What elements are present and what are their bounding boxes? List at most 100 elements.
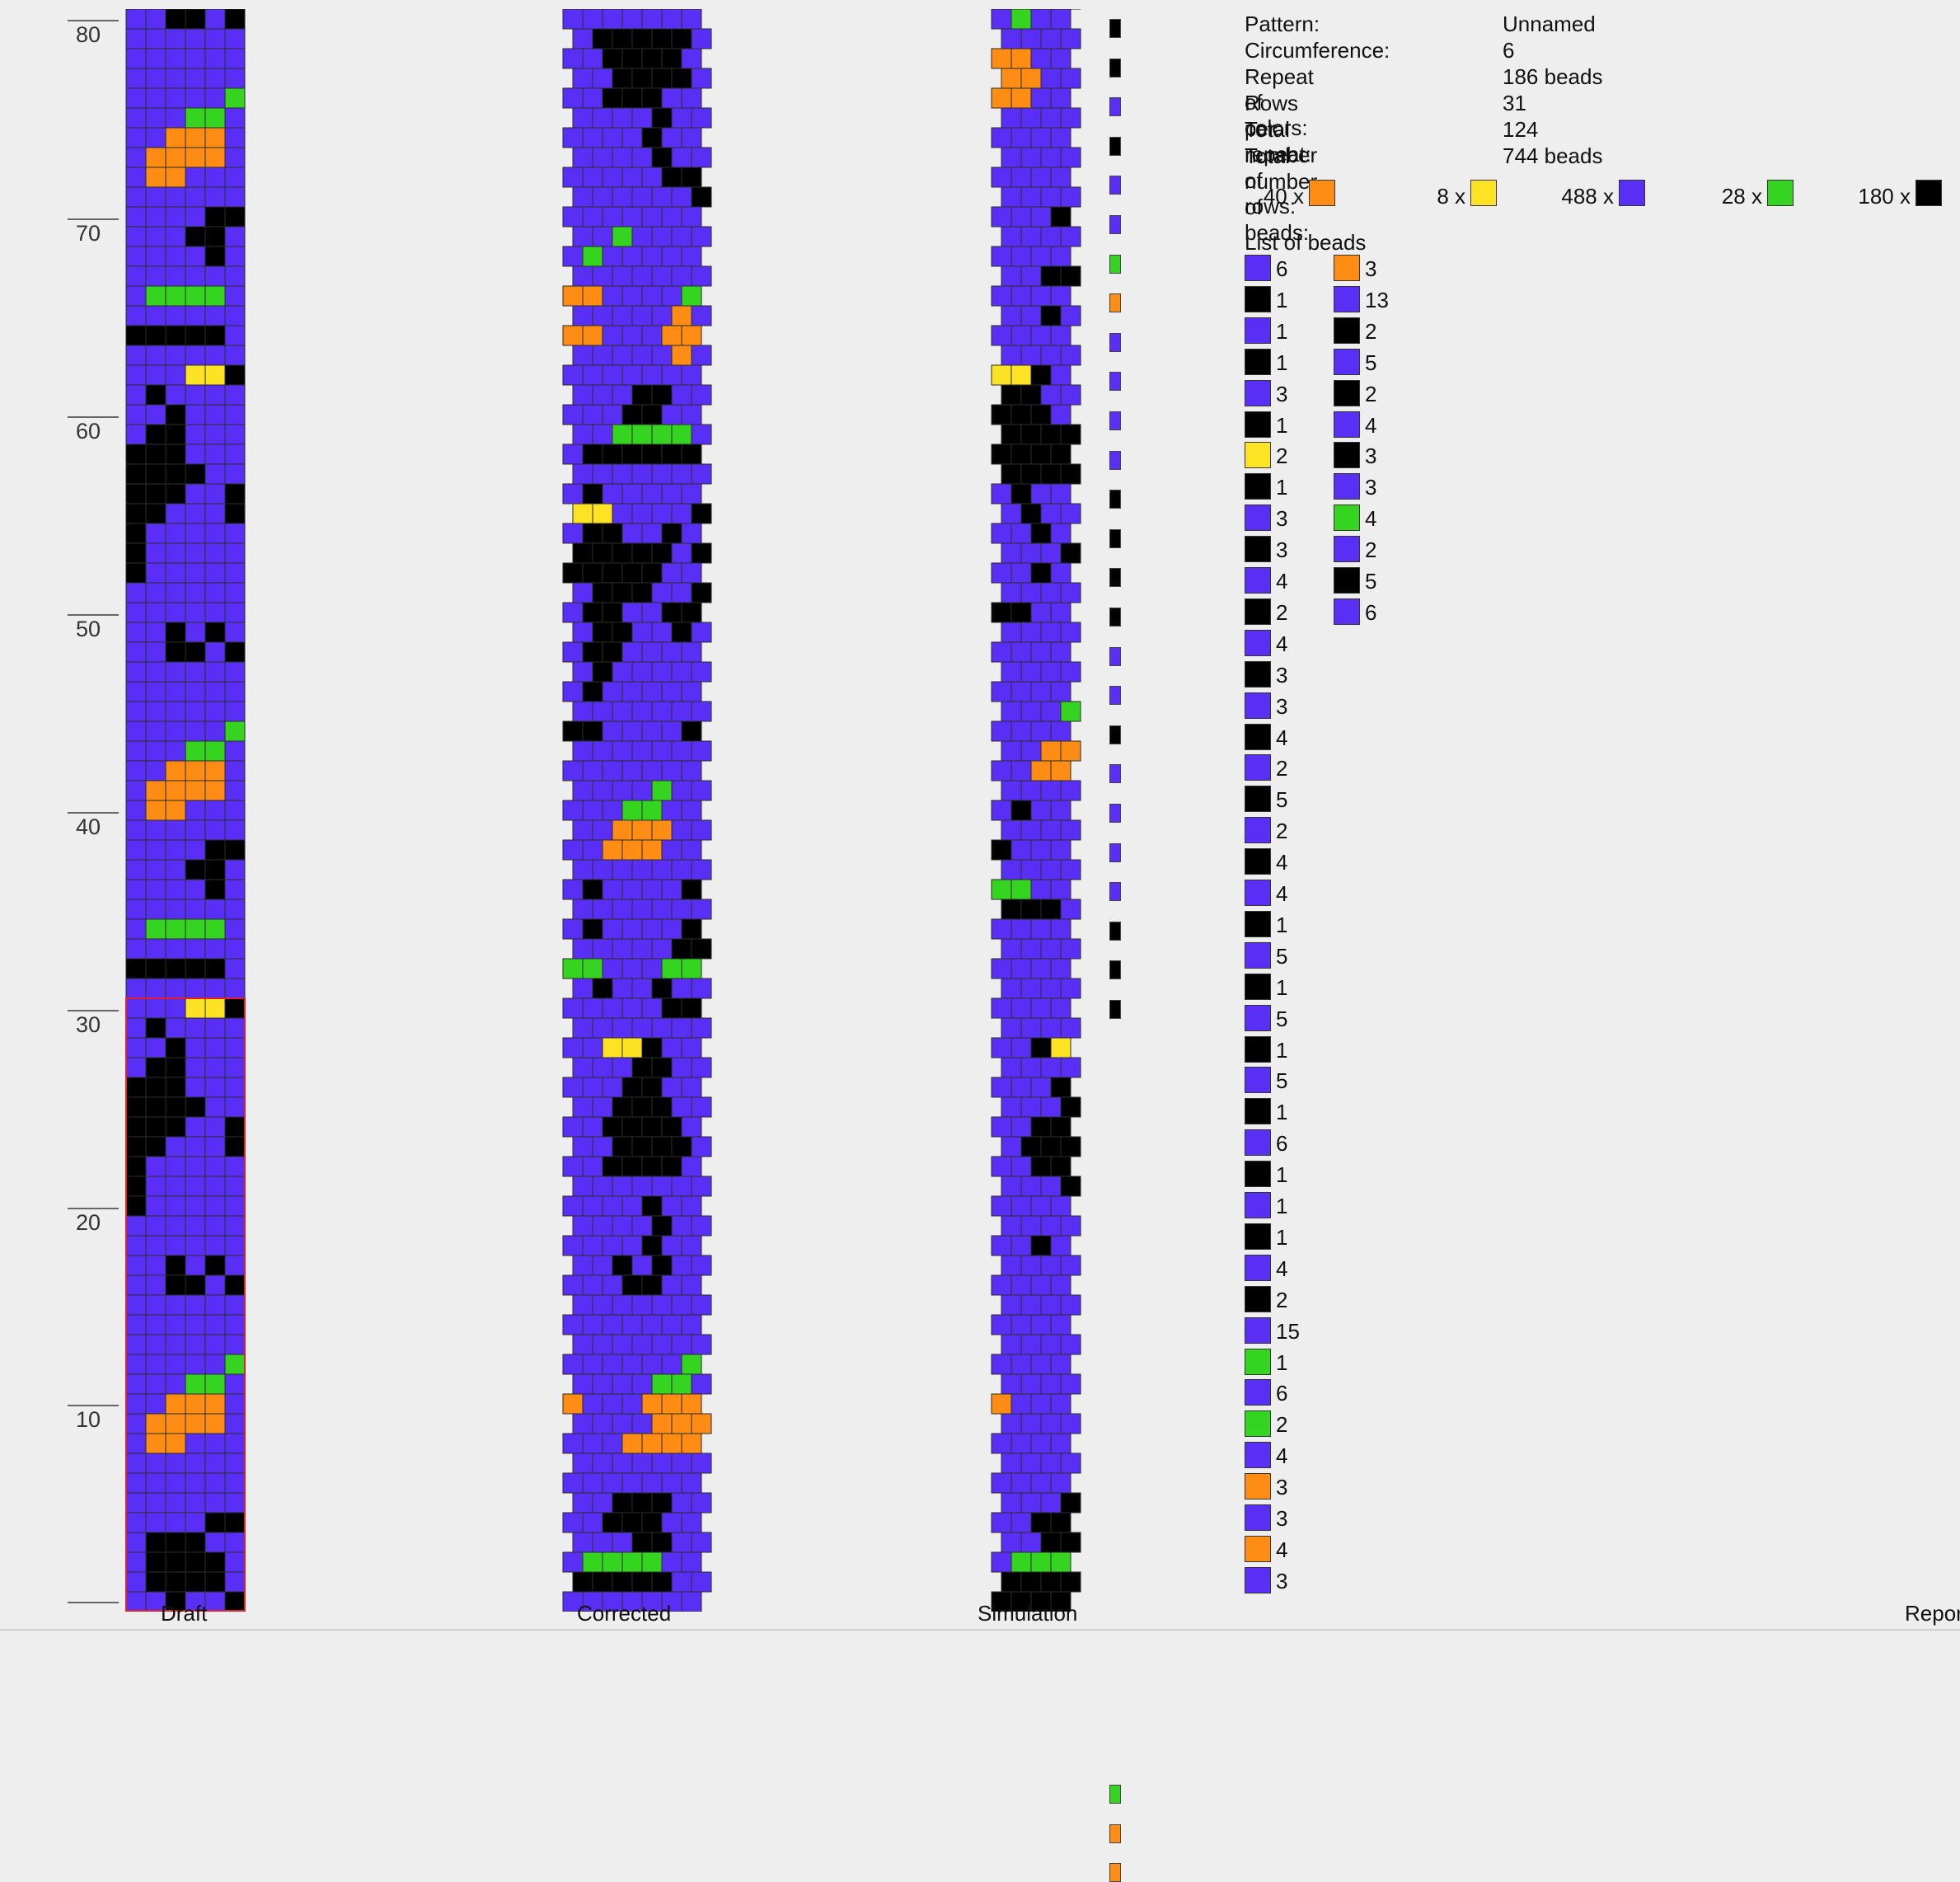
bead-list-item[interactable]: 2 [1245, 1284, 1343, 1312]
bead-cell[interactable] [661, 879, 682, 900]
bead-cell[interactable] [691, 424, 712, 445]
bead-cell[interactable] [572, 1096, 593, 1118]
bead-cell[interactable] [592, 1532, 613, 1553]
bead-cell[interactable] [224, 1037, 246, 1058]
bead-cell[interactable] [651, 780, 673, 801]
bead-cell[interactable] [165, 1512, 186, 1533]
bead-cell[interactable] [1050, 1195, 1071, 1217]
bead-cell[interactable] [1050, 1314, 1071, 1335]
bead-cell[interactable] [582, 720, 603, 742]
bead-cell[interactable] [562, 404, 584, 425]
bead-cell[interactable] [125, 1512, 147, 1533]
bead-cell[interactable] [204, 1235, 226, 1256]
bead-cell[interactable] [562, 602, 584, 623]
bead-cell[interactable] [1001, 899, 1022, 920]
bead-cell[interactable] [165, 997, 186, 1019]
bead-cell[interactable] [185, 1116, 206, 1138]
bead-cell[interactable] [641, 48, 663, 69]
bead-cell[interactable] [165, 1433, 186, 1454]
bead-cell[interactable] [592, 780, 613, 801]
bead-cell[interactable] [165, 1017, 186, 1039]
bead-cell[interactable] [125, 147, 147, 168]
bead-cell[interactable] [224, 997, 246, 1019]
bead-cell[interactable] [602, 167, 623, 188]
bead-cell[interactable] [185, 1354, 206, 1375]
bead-cell[interactable] [582, 958, 603, 979]
bead-cell[interactable] [185, 582, 206, 603]
bead-cell[interactable] [691, 661, 712, 683]
bead-cell[interactable] [572, 938, 593, 960]
bead-cell[interactable] [582, 1354, 603, 1375]
bead-cell[interactable] [165, 562, 186, 584]
bead-cell[interactable] [185, 1274, 206, 1296]
bead-cell[interactable] [691, 542, 712, 564]
bead-cell[interactable] [165, 1334, 186, 1355]
bead-cell[interactable] [224, 1314, 246, 1335]
bead-cell[interactable] [185, 246, 206, 267]
bead-cell[interactable] [224, 186, 246, 208]
bead-cell[interactable] [125, 720, 147, 742]
bead-cell[interactable] [125, 1156, 147, 1177]
bead-cell[interactable] [224, 404, 246, 425]
bead-cell[interactable] [621, 364, 643, 386]
bead-cell[interactable] [1010, 800, 1032, 821]
bead-cell[interactable] [691, 622, 712, 643]
bead-cell[interactable] [671, 622, 692, 643]
bead-cell[interactable] [592, 661, 613, 683]
bead-cell[interactable] [1050, 87, 1071, 109]
bead-cell[interactable] [641, 127, 663, 148]
bead-cell[interactable] [991, 1512, 1012, 1533]
bead-cell[interactable] [165, 1037, 186, 1058]
bead-cell[interactable] [651, 1453, 673, 1474]
bead-cell[interactable] [204, 483, 226, 505]
bead-cell[interactable] [1001, 1413, 1022, 1434]
bead-cell[interactable] [1001, 1255, 1022, 1276]
bead-cell[interactable] [1060, 68, 1081, 89]
bead-list-item[interactable]: 2 [1245, 1409, 1343, 1438]
bead-cell[interactable] [991, 167, 1012, 188]
bead-cell[interactable] [1050, 681, 1071, 702]
bead-cell[interactable] [224, 1255, 246, 1276]
bead-cell[interactable] [582, 483, 603, 505]
bead-cell[interactable] [612, 780, 633, 801]
bead-cell[interactable] [641, 9, 663, 30]
bead-cell[interactable] [991, 48, 1012, 69]
bead-cell[interactable] [204, 107, 226, 129]
bead-cell[interactable] [1040, 28, 1062, 49]
bead-cell[interactable] [592, 503, 613, 524]
bead-list-item[interactable]: 1 [1245, 410, 1343, 438]
bead-cell[interactable] [562, 918, 584, 940]
bead-cell[interactable] [651, 265, 673, 287]
bead-list-item[interactable]: 5 [1245, 1065, 1343, 1094]
bead-cell[interactable] [1010, 918, 1032, 940]
bead-cell[interactable] [204, 938, 226, 960]
bead-cell[interactable] [1010, 1314, 1032, 1335]
bead-cell[interactable] [572, 1453, 593, 1474]
bead-cell[interactable] [1040, 305, 1062, 326]
bead-cell[interactable] [1010, 1472, 1032, 1494]
bead-cell[interactable] [651, 1096, 673, 1118]
bead-cell[interactable] [1001, 582, 1022, 603]
bead-cell[interactable] [185, 1413, 206, 1434]
bead-cell[interactable] [602, 562, 623, 584]
bead-cell[interactable] [621, 167, 643, 188]
bead-cell[interactable] [185, 463, 206, 485]
bead-cell[interactable] [185, 720, 206, 742]
bead-cell[interactable] [1030, 444, 1052, 465]
bead-cell[interactable] [691, 1096, 712, 1118]
bead-cell[interactable] [185, 9, 206, 30]
bead-cell[interactable] [691, 899, 712, 920]
bead-cell[interactable] [125, 582, 147, 603]
bead-cell[interactable] [1020, 463, 1042, 485]
bead-cell[interactable] [991, 1314, 1012, 1335]
bead-cell[interactable] [1001, 1294, 1022, 1316]
bead-cell[interactable] [125, 1334, 147, 1355]
bead-cell[interactable] [602, 918, 623, 940]
bead-cell[interactable] [145, 1176, 166, 1197]
bead-cell[interactable] [1030, 1354, 1052, 1375]
bead-cell[interactable] [224, 899, 246, 920]
bead-cell[interactable] [612, 186, 633, 208]
bead-cell[interactable] [621, 562, 643, 584]
bead-cell[interactable] [592, 1136, 613, 1157]
bead-cell[interactable] [165, 226, 186, 247]
